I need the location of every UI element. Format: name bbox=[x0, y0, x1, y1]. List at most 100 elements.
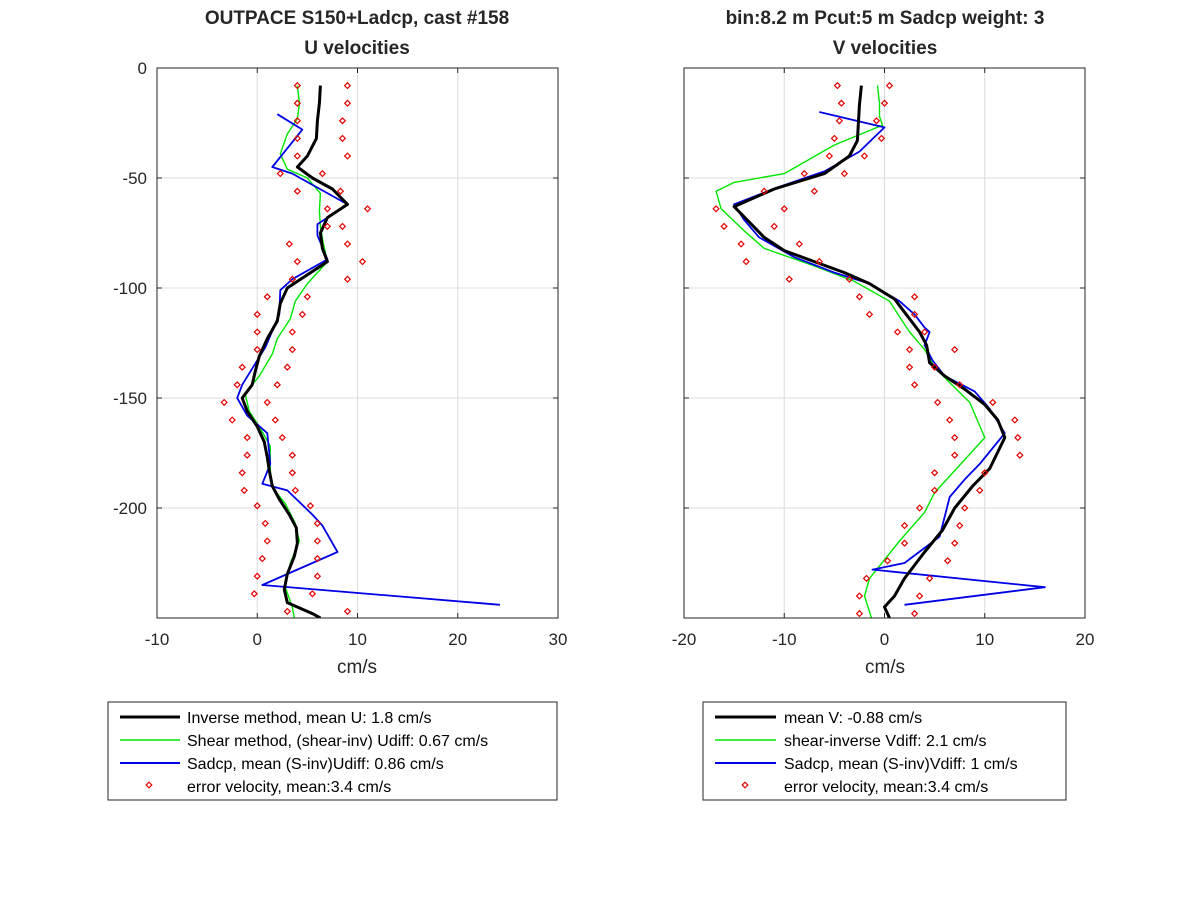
u-error-velocity-marker bbox=[228, 416, 236, 424]
u-error-velocity-marker bbox=[323, 205, 332, 213]
v-error-velocity-marker bbox=[877, 134, 886, 143]
u-error-velocity-marker bbox=[343, 607, 352, 616]
u-error-velocity-marker bbox=[293, 81, 302, 90]
v-plot-area bbox=[712, 81, 1046, 618]
v-series-inverse-method-line bbox=[732, 85, 1007, 618]
u-error-velocity-marker bbox=[253, 345, 261, 354]
u-xtick-label: 30 bbox=[549, 630, 568, 649]
u-error-velocity-marker bbox=[313, 537, 322, 545]
u-error-velocity-marker bbox=[233, 381, 241, 389]
v-error-velocity-marker bbox=[742, 257, 750, 266]
v-error-velocity-marker bbox=[855, 592, 864, 600]
u-error-velocity-marker bbox=[288, 451, 297, 459]
u-legend-label-error: error velocity, mean:3.4 cm/s bbox=[187, 779, 391, 796]
v-series-group bbox=[712, 81, 1046, 618]
u-series-inverse-method-line bbox=[240, 85, 349, 618]
u-error-velocity-marker bbox=[313, 519, 322, 528]
u-xtick-label: 20 bbox=[448, 630, 467, 649]
v-error-velocity-marker bbox=[862, 574, 871, 583]
u-error-velocity-marker bbox=[220, 398, 228, 407]
v-error-velocity-marker bbox=[1016, 451, 1024, 459]
u-error-velocity-marker bbox=[343, 275, 352, 283]
u-error-velocity-marker bbox=[285, 240, 294, 248]
v-error-velocity-marker bbox=[900, 521, 909, 530]
v-plot-title-line2: V velocities bbox=[833, 38, 938, 59]
u-legend-swatch-error bbox=[145, 781, 153, 789]
v-error-velocity-marker bbox=[905, 363, 914, 371]
u-ytick-label: -150 bbox=[113, 389, 147, 408]
u-legend-label-inverse: Inverse method, mean U: 1.8 cm/s bbox=[187, 710, 432, 727]
v-plot-title-line1: bin:8.2 m Pcut:5 m Sadcp weight: 3 bbox=[726, 8, 1045, 29]
v-legend-label-inverse: mean V: -0.88 cm/s bbox=[784, 710, 922, 727]
u-error-velocity-marker bbox=[293, 152, 302, 160]
v-error-velocity-marker bbox=[1011, 416, 1019, 424]
u-error-velocity-marker bbox=[258, 554, 266, 563]
v-error-velocity-marker bbox=[950, 433, 959, 442]
u-error-velocity-marker bbox=[288, 345, 297, 354]
v-error-velocity-marker bbox=[815, 257, 824, 266]
u-error-velocity-marker bbox=[288, 469, 297, 477]
u-legend-box bbox=[107, 701, 558, 801]
v-error-velocity-marker bbox=[883, 557, 892, 565]
u-error-velocity-marker bbox=[283, 363, 292, 371]
u-series-group bbox=[220, 81, 500, 618]
v-error-velocity-marker bbox=[712, 205, 720, 213]
u-error-velocity-marker bbox=[343, 240, 352, 248]
u-error-velocity-marker bbox=[313, 572, 322, 580]
v-ticks: -20 -10 0 10 20 bbox=[672, 67, 1094, 649]
v-error-velocity-marker bbox=[825, 152, 834, 160]
v-error-velocity-marker bbox=[981, 469, 989, 477]
u-ticks: -10 0 10 20 300-50-100-150-200 bbox=[113, 59, 567, 649]
u-error-velocity-marker bbox=[343, 81, 352, 90]
v-error-velocity-marker bbox=[930, 363, 939, 371]
v-error-velocity-marker bbox=[865, 310, 874, 319]
u-error-velocity-marker bbox=[253, 572, 261, 580]
u-error-velocity-marker bbox=[343, 152, 352, 160]
v-error-velocity-marker bbox=[1014, 433, 1022, 442]
v-error-velocity-marker bbox=[760, 187, 768, 195]
v-xtick-label: -20 bbox=[672, 630, 697, 649]
u-error-velocity-marker bbox=[338, 134, 347, 143]
u-ytick-label: -100 bbox=[113, 279, 147, 298]
u-legend-label-shear: Shear method, (shear-inv) Udiff: 0.67 cm… bbox=[187, 733, 488, 750]
v-error-velocity-marker bbox=[737, 240, 745, 248]
u-error-velocity-marker bbox=[261, 519, 269, 528]
u-error-velocity-marker bbox=[253, 328, 261, 336]
v-error-velocity-marker bbox=[837, 99, 846, 107]
u-error-velocity-marker bbox=[291, 486, 300, 495]
u-error-velocity-marker bbox=[298, 310, 307, 319]
u-ytick-label: -50 bbox=[122, 169, 147, 188]
u-series-sadcp-line bbox=[236, 113, 500, 606]
v-error-velocity-marker bbox=[989, 398, 997, 407]
v-error-velocity-marker bbox=[835, 117, 844, 125]
v-error-velocity-marker bbox=[893, 328, 902, 336]
v-error-velocity-marker bbox=[915, 504, 924, 512]
v-xtick-label: 10 bbox=[975, 630, 994, 649]
u-error-velocity-marker bbox=[253, 310, 261, 319]
v-error-velocity-marker bbox=[910, 381, 919, 389]
v-error-velocity-marker bbox=[900, 539, 909, 547]
u-error-velocity-marker bbox=[318, 169, 327, 178]
u-legend-label-sadcp: Sadcp, mean (S-inv)Udiff: 0.86 cm/s bbox=[187, 756, 444, 773]
u-error-velocity-marker bbox=[293, 187, 302, 195]
u-error-velocity-marker bbox=[288, 275, 297, 283]
u-error-velocity-marker bbox=[263, 537, 271, 545]
u-error-velocity-marker bbox=[336, 187, 345, 195]
u-error-velocity-marker bbox=[293, 99, 302, 107]
v-xtick-label: 0 bbox=[880, 630, 889, 649]
u-error-velocity-marker bbox=[323, 222, 332, 231]
v-error-velocity-marker bbox=[915, 592, 924, 600]
u-plot-area bbox=[220, 81, 500, 618]
v-error-velocity-marker bbox=[785, 275, 793, 283]
v-error-velocity-marker bbox=[872, 117, 881, 125]
v-grid bbox=[684, 68, 1085, 618]
u-ytick-label: 0 bbox=[138, 59, 147, 78]
v-error-velocity-marker bbox=[930, 486, 939, 495]
v-error-velocity-marker bbox=[930, 469, 939, 477]
v-error-velocity-marker bbox=[920, 328, 929, 336]
v-error-velocity-marker bbox=[880, 99, 889, 107]
v-error-velocity-marker bbox=[910, 609, 919, 618]
u-error-velocity-marker bbox=[293, 257, 302, 266]
u-error-velocity-marker bbox=[313, 554, 322, 563]
